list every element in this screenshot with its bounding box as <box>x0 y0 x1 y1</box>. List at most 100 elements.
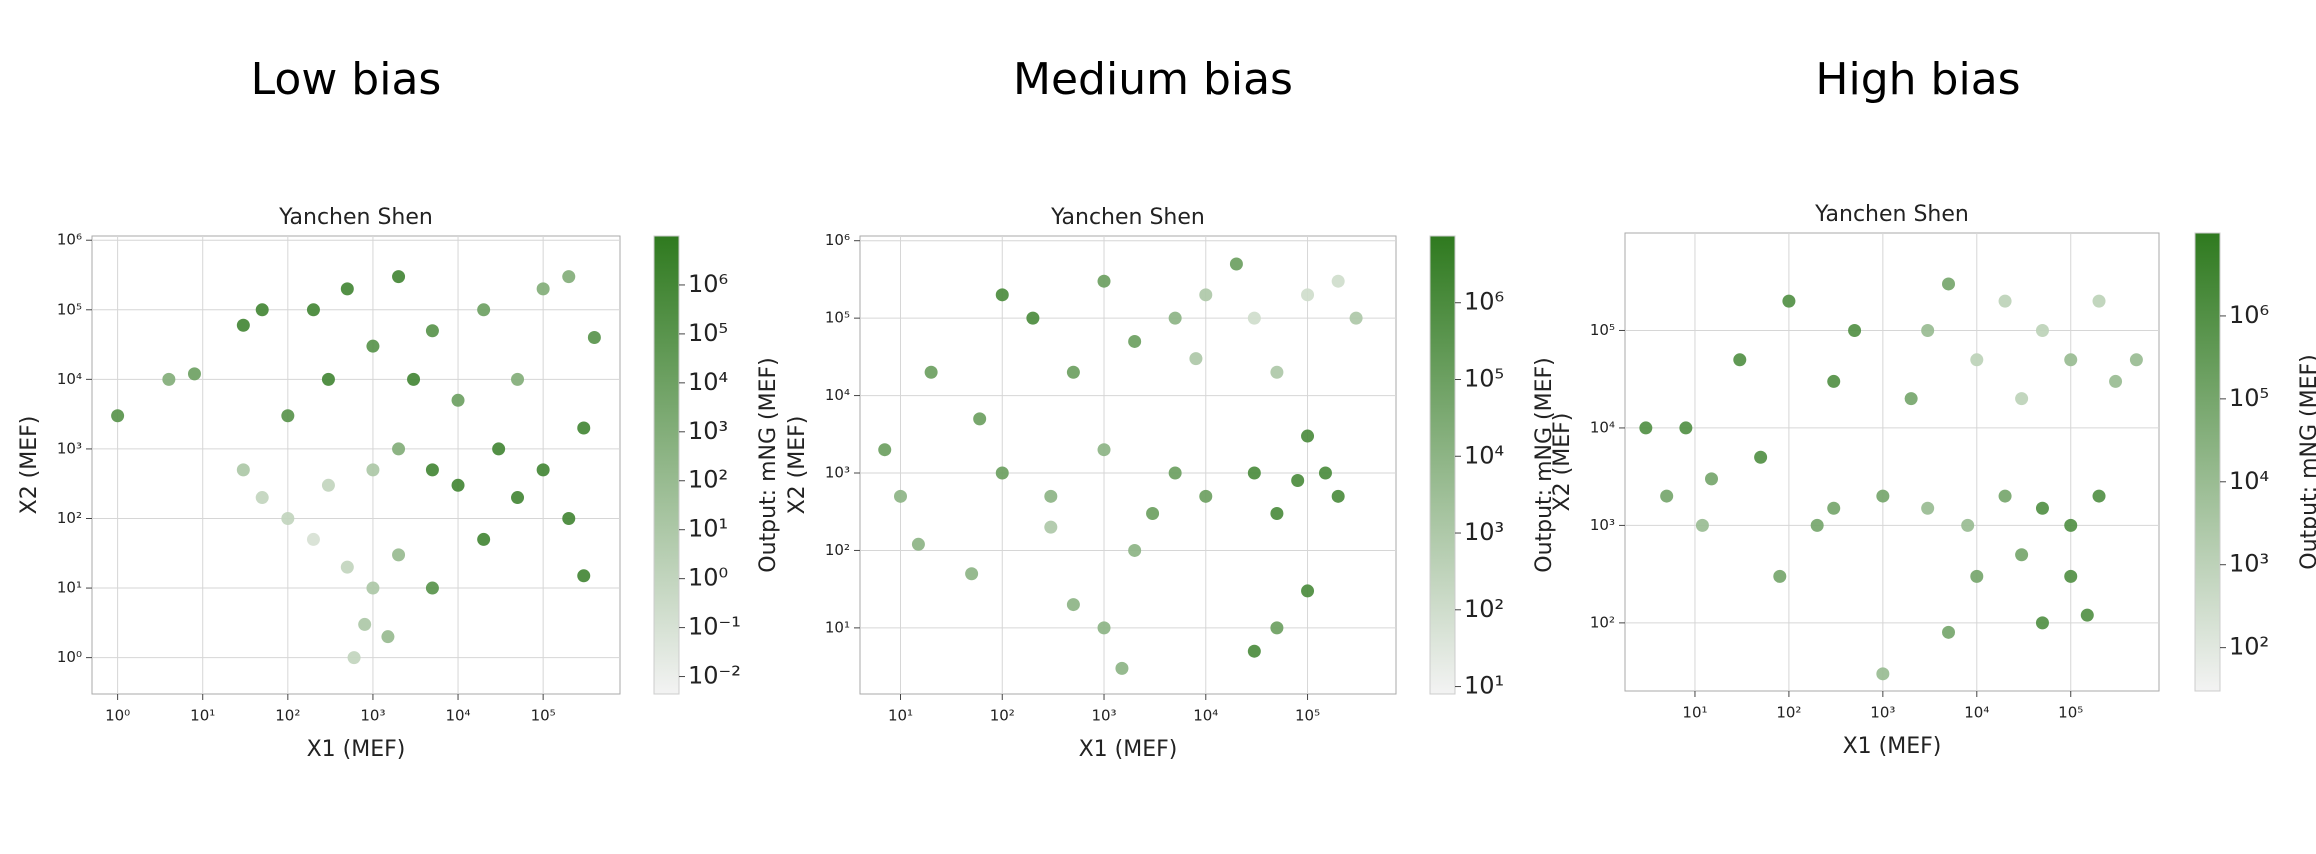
data-point <box>1097 274 1111 288</box>
data-point <box>306 532 320 546</box>
data-point <box>281 511 295 525</box>
x-tick-label: 10³ <box>1091 707 1116 725</box>
data-point <box>1942 277 1956 291</box>
data-point <box>1066 365 1080 379</box>
y-tick-label: 10⁵ <box>825 309 850 327</box>
x-tick-label: 10⁵ <box>2058 704 2083 722</box>
data-point <box>1189 352 1203 366</box>
colorbar-tick-label: 10⁶ <box>688 270 728 298</box>
colorbar-label: Output: mNG (MEF) <box>2297 354 2316 569</box>
data-point <box>536 282 550 296</box>
y-tick-label: 10⁵ <box>57 300 82 318</box>
data-point <box>425 463 439 477</box>
colorbar-label: Output: mNG (MEF) <box>756 357 781 572</box>
data-point <box>1705 472 1719 486</box>
data-point <box>1679 421 1693 435</box>
data-point <box>2035 501 2049 515</box>
x-tick-label: 10⁴ <box>1193 707 1218 725</box>
data-point <box>1921 323 1935 337</box>
colorbar-tick-label: 10⁵ <box>2229 384 2269 412</box>
data-point <box>1660 489 1674 503</box>
data-point <box>407 372 421 386</box>
colorbar-tick-label: 10⁴ <box>688 368 728 396</box>
colorbar-tick-label: 10⁻² <box>688 662 741 690</box>
data-point <box>451 478 465 492</box>
data-point <box>1301 288 1315 302</box>
data-point <box>924 365 938 379</box>
data-point <box>392 270 406 284</box>
data-point <box>2080 608 2094 622</box>
data-point <box>2035 616 2049 630</box>
y-tick-label: 10³ <box>1590 516 1615 534</box>
panel-heading: Medium bias <box>1013 54 1293 105</box>
data-point <box>2092 294 2106 308</box>
x-tick-label: 10² <box>990 707 1015 725</box>
data-point <box>1270 365 1284 379</box>
y-tick-label: 10¹ <box>825 618 850 636</box>
data-point <box>1773 569 1787 583</box>
data-point <box>1349 311 1363 325</box>
data-point <box>536 463 550 477</box>
data-point <box>1168 311 1182 325</box>
data-point <box>1754 450 1768 464</box>
data-point <box>2015 392 2029 406</box>
data-point <box>911 537 925 551</box>
data-point <box>1199 489 1213 503</box>
data-point <box>492 442 506 456</box>
data-point <box>1848 323 1862 337</box>
data-point <box>111 409 125 423</box>
data-point <box>1998 294 2012 308</box>
y-tick-label: 10⁶ <box>57 231 82 249</box>
data-point <box>577 569 591 583</box>
x-tick-label: 10⁰ <box>105 707 130 725</box>
data-point <box>451 393 465 407</box>
panel: Low bias Yanchen Shen 10⁰ 10¹ 10² 10³ 10⁴ 10⁵ 10… <box>17 54 781 762</box>
colorbar-tick-label: 10⁴ <box>2229 467 2269 495</box>
data-point <box>321 372 335 386</box>
data-point <box>1301 584 1315 598</box>
y-tick-label: 10² <box>825 541 850 559</box>
colorbar-tick-label: 10² <box>2229 633 2269 661</box>
data-point <box>1827 374 1841 388</box>
data-point <box>1782 294 1796 308</box>
data-point <box>425 324 439 338</box>
y-tick-label: 10³ <box>57 439 82 457</box>
x-tick-label: 10³ <box>360 707 385 725</box>
plot-area <box>91 235 621 695</box>
data-point <box>2092 489 2106 503</box>
data-point <box>1961 518 1975 532</box>
data-point <box>1827 501 1841 515</box>
data-point <box>1876 667 1890 681</box>
x-tick-label: 10² <box>1776 704 1801 722</box>
data-point <box>477 303 491 317</box>
data-point <box>1291 474 1305 488</box>
data-point <box>2129 353 2143 367</box>
data-point <box>1229 257 1243 271</box>
data-point <box>392 442 406 456</box>
y-tick-label: 10² <box>1590 613 1615 631</box>
colorbar <box>653 235 680 695</box>
colorbar-tick-label: 10⁵ <box>1464 364 1504 392</box>
y-tick-label: 10⁴ <box>57 370 82 388</box>
colorbar-tick-label: 10⁰ <box>688 564 728 592</box>
data-point <box>1810 518 1824 532</box>
data-point <box>1199 288 1213 302</box>
colorbar-tick-label: 10¹ <box>1464 672 1504 700</box>
plot-area <box>1624 232 2160 692</box>
plot-area <box>859 235 1397 695</box>
data-point <box>1270 506 1284 520</box>
data-point <box>1066 598 1080 612</box>
colorbar-tick-label: 10⁶ <box>2229 301 2269 329</box>
data-point <box>162 372 176 386</box>
data-point <box>1331 274 1345 288</box>
data-point <box>187 367 201 381</box>
data-point <box>1247 644 1261 658</box>
data-point <box>587 330 601 344</box>
data-point <box>340 282 354 296</box>
data-point <box>1115 661 1129 675</box>
data-point <box>2109 374 2123 388</box>
data-point <box>2064 353 2078 367</box>
x-tick-label: 10⁴ <box>1964 704 1989 722</box>
data-point <box>1695 518 1709 532</box>
